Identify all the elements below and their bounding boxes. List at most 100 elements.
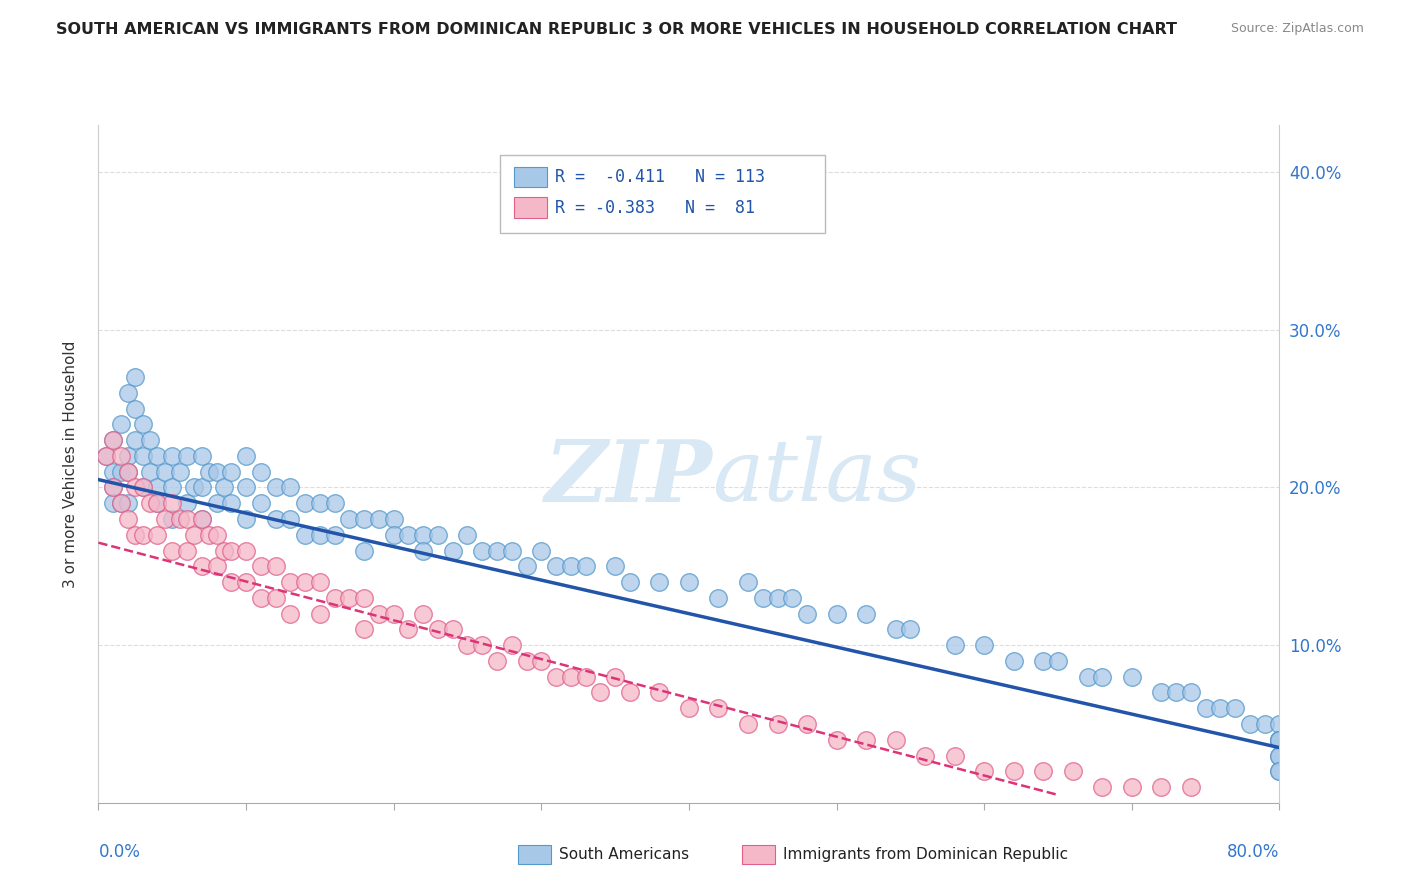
Point (1002, 764, 1025, 779)
Point (132, 449, 155, 463)
Point (110, 449, 132, 463)
Point (441, 623, 464, 637)
Point (176, 449, 198, 463)
Point (132, 481, 155, 495)
Point (914, 748, 936, 763)
Point (751, 591, 773, 605)
Point (323, 591, 346, 605)
Point (1077, 670, 1099, 684)
Point (471, 543, 494, 558)
Point (441, 543, 464, 558)
Point (146, 496, 169, 510)
Point (707, 591, 730, 605)
Point (103, 481, 125, 495)
Point (212, 543, 235, 558)
Point (427, 528, 450, 542)
Point (574, 559, 596, 574)
Point (309, 528, 332, 542)
Point (124, 401, 146, 416)
Point (250, 465, 273, 479)
Point (1180, 780, 1202, 794)
Point (132, 481, 155, 495)
Point (1254, 717, 1277, 731)
Point (456, 528, 478, 542)
Point (560, 670, 582, 684)
Point (117, 512, 139, 526)
Point (884, 623, 907, 637)
Point (1268, 717, 1291, 731)
Point (396, 623, 419, 637)
Point (339, 512, 360, 526)
Point (707, 701, 730, 715)
Point (278, 607, 302, 621)
Point (1268, 748, 1291, 763)
Point (250, 559, 273, 574)
Point (124, 528, 146, 542)
Point (294, 528, 316, 542)
Point (486, 543, 509, 558)
Point (1268, 764, 1291, 779)
Point (973, 638, 995, 652)
Point (250, 496, 273, 510)
Text: SOUTH AMERICAN VS IMMIGRANTS FROM DOMINICAN REPUBLIC 3 OR MORE VEHICLES IN HOUSE: SOUTH AMERICAN VS IMMIGRANTS FROM DOMINI… (56, 22, 1177, 37)
Point (782, 591, 804, 605)
Point (117, 465, 139, 479)
Point (737, 575, 759, 590)
Point (796, 717, 818, 731)
Point (339, 591, 360, 605)
Point (766, 717, 789, 731)
Point (486, 654, 509, 668)
Point (162, 449, 183, 463)
Text: ZIP: ZIP (544, 435, 713, 519)
Text: atlas: atlas (713, 436, 922, 519)
Point (648, 575, 671, 590)
Point (546, 670, 568, 684)
Point (198, 465, 221, 479)
Point (412, 543, 434, 558)
Point (1268, 732, 1291, 747)
Point (353, 543, 375, 558)
Point (382, 528, 405, 542)
Point (560, 559, 582, 574)
Point (501, 543, 523, 558)
Point (368, 512, 391, 526)
Point (235, 481, 257, 495)
Point (235, 575, 257, 590)
Point (796, 607, 818, 621)
Point (139, 496, 162, 510)
Point (162, 543, 183, 558)
Point (124, 481, 146, 495)
Point (943, 748, 966, 763)
Point (1268, 732, 1291, 747)
Point (110, 417, 132, 432)
Point (278, 512, 302, 526)
Point (1091, 670, 1114, 684)
Point (183, 528, 205, 542)
Point (382, 607, 405, 621)
Point (1032, 654, 1054, 668)
Point (900, 623, 922, 637)
Point (219, 575, 242, 590)
Point (678, 575, 700, 590)
Point (1239, 717, 1261, 731)
Point (1268, 732, 1291, 747)
Point (309, 607, 332, 621)
Text: Immigrants from Dominican Republic: Immigrants from Dominican Republic (783, 847, 1069, 862)
Point (191, 512, 214, 526)
Point (396, 528, 419, 542)
Text: 0.0%: 0.0% (98, 844, 141, 862)
Point (205, 528, 228, 542)
Point (515, 559, 537, 574)
Point (162, 481, 183, 495)
Point (1150, 780, 1173, 794)
Point (1062, 764, 1084, 779)
FancyBboxPatch shape (501, 155, 825, 234)
Point (250, 591, 273, 605)
Point (146, 481, 169, 495)
Text: R =  -0.411   N = 113: R = -0.411 N = 113 (555, 168, 765, 186)
Point (103, 433, 125, 447)
Point (605, 559, 627, 574)
Point (427, 623, 450, 637)
Point (162, 496, 183, 510)
Point (501, 638, 523, 652)
